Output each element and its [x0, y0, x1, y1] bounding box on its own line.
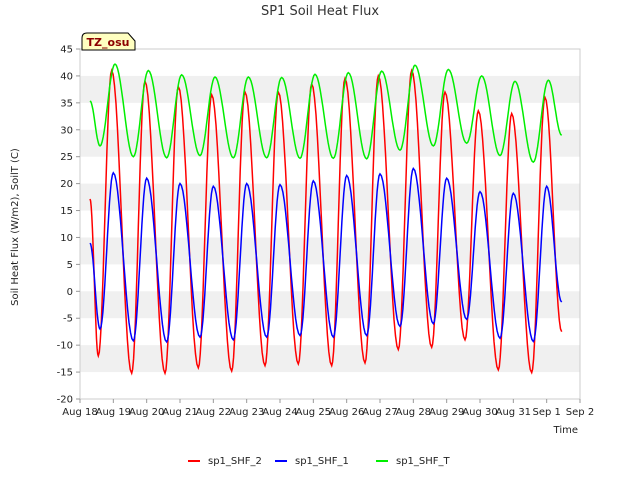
x-tick-label: Aug 27 — [362, 407, 397, 418]
grid-band — [80, 183, 580, 211]
grid-band — [80, 291, 580, 319]
legend-label: sp1_SHF_2 — [208, 456, 262, 467]
y-tick-label: -20 — [57, 395, 73, 406]
y-tick-label: 10 — [60, 233, 73, 244]
x-tick-label: Sep 2 — [566, 407, 594, 418]
y-tick-label: 30 — [60, 125, 73, 136]
y-tick-label: -10 — [57, 341, 73, 352]
x-tick-label: Aug 31 — [496, 407, 531, 418]
y-axis: -20 -15 -10 -5 0 5 10 15 20 25 30 35 40 45 — [57, 45, 80, 406]
y-tick-label: -15 — [57, 368, 73, 379]
grid-band — [80, 237, 580, 265]
legend: sp1_SHF_2 sp1_SHF_1 sp1_SHF_T — [188, 456, 451, 467]
y-tick-label: -5 — [63, 314, 73, 325]
series-line-sp1_SHF_1 — [89, 167, 563, 344]
x-tick-label: Aug 23 — [229, 407, 264, 418]
y-tick-label: 15 — [60, 206, 73, 217]
y-tick-label: 45 — [60, 45, 73, 56]
grid-band — [80, 75, 580, 103]
chart-title: SP1 Soil Heat Flux — [261, 4, 379, 19]
y-tick-label: 40 — [60, 71, 73, 82]
x-tick-label: Aug 30 — [462, 407, 497, 418]
x-tick-label: Aug 20 — [129, 407, 164, 418]
y-tick-label: 35 — [60, 98, 73, 109]
x-tick-label: Aug 22 — [196, 407, 231, 418]
legend-label: sp1_SHF_1 — [295, 456, 349, 467]
series-line-sp1_SHF_T — [89, 63, 563, 164]
badge-text: TZ_osu — [87, 36, 130, 49]
plot-frame — [79, 48, 581, 400]
x-tick-label: Aug 26 — [329, 407, 364, 418]
x-tick-label: Aug 18 — [62, 407, 97, 418]
series-line-sp1_SHF_2 — [89, 68, 563, 376]
x-tick-label: Aug 19 — [96, 407, 131, 418]
y-tick-label: 20 — [60, 179, 73, 190]
y-axis-label: Soil Heat Flux (W/m2), SoilT (C) — [10, 148, 21, 306]
series-lines — [89, 63, 563, 376]
legend-label: sp1_SHF_T — [396, 456, 451, 467]
x-tick-label: Aug 25 — [296, 407, 331, 418]
tz-badge: TZ_osu — [81, 32, 136, 51]
x-tick-label: Aug 28 — [396, 407, 431, 418]
x-axis-label: Time — [553, 425, 578, 436]
y-tick-label: 0 — [67, 287, 73, 298]
x-tick-label: Sep 1 — [532, 407, 560, 418]
x-tick-label: Aug 29 — [429, 407, 464, 418]
y-tick-label: 25 — [60, 152, 73, 163]
x-tick-label: Aug 24 — [262, 407, 297, 418]
badge-shape — [81, 32, 136, 51]
y-tick-label: 5 — [67, 260, 73, 271]
x-tick-label: Aug 21 — [162, 407, 197, 418]
